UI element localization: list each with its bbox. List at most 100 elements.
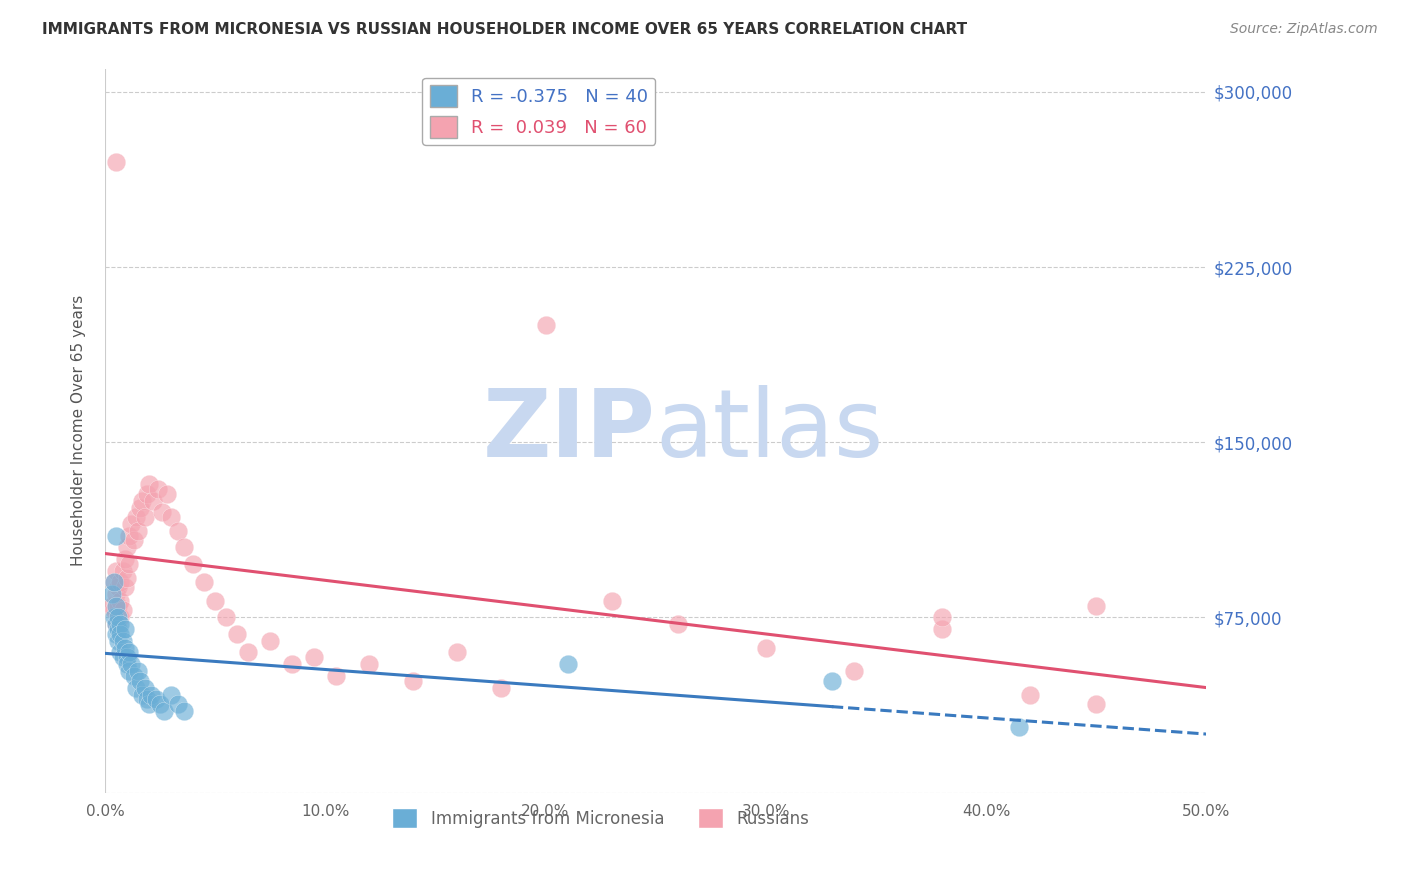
Point xyxy=(931,610,953,624)
Point xyxy=(129,500,152,515)
Point xyxy=(105,564,128,578)
Legend: Immigrants from Micronesia, Russians: Immigrants from Micronesia, Russians xyxy=(385,801,815,835)
Point xyxy=(114,552,136,566)
Point xyxy=(110,610,132,624)
Point xyxy=(105,529,128,543)
Point xyxy=(325,669,347,683)
Point xyxy=(534,318,557,333)
Point xyxy=(281,657,304,672)
Point xyxy=(134,510,156,524)
Point xyxy=(115,657,138,672)
Point xyxy=(131,688,153,702)
Point xyxy=(111,564,134,578)
Point xyxy=(755,640,778,655)
Point xyxy=(107,622,129,636)
Point xyxy=(446,646,468,660)
Point xyxy=(153,704,176,718)
Point xyxy=(160,510,183,524)
Point xyxy=(166,524,188,538)
Y-axis label: Householder Income Over 65 years: Householder Income Over 65 years xyxy=(72,295,86,566)
Point xyxy=(1085,599,1108,613)
Point xyxy=(150,505,173,519)
Point xyxy=(103,610,125,624)
Point xyxy=(105,617,128,632)
Point xyxy=(111,650,134,665)
Point xyxy=(557,657,579,672)
Point xyxy=(359,657,381,672)
Point xyxy=(125,510,148,524)
Point xyxy=(111,633,134,648)
Point xyxy=(110,594,132,608)
Point xyxy=(138,477,160,491)
Point xyxy=(842,664,865,678)
Point xyxy=(156,486,179,500)
Point xyxy=(115,541,138,555)
Point xyxy=(259,633,281,648)
Point xyxy=(600,594,623,608)
Point xyxy=(134,681,156,695)
Point xyxy=(173,704,195,718)
Point xyxy=(100,599,122,613)
Point xyxy=(149,697,172,711)
Point xyxy=(103,575,125,590)
Point xyxy=(105,599,128,613)
Point xyxy=(122,533,145,548)
Point xyxy=(173,541,195,555)
Point xyxy=(118,557,141,571)
Point xyxy=(118,664,141,678)
Point xyxy=(1019,688,1042,702)
Point xyxy=(666,617,689,632)
Point xyxy=(110,617,132,632)
Point xyxy=(115,571,138,585)
Point xyxy=(114,580,136,594)
Point xyxy=(146,482,169,496)
Point xyxy=(135,486,157,500)
Point xyxy=(115,650,138,665)
Point xyxy=(141,688,163,702)
Point xyxy=(931,622,953,636)
Point xyxy=(111,603,134,617)
Point xyxy=(1008,720,1031,734)
Point xyxy=(131,493,153,508)
Point xyxy=(118,529,141,543)
Point xyxy=(204,594,226,608)
Point xyxy=(105,587,128,601)
Point xyxy=(110,627,132,641)
Point xyxy=(107,580,129,594)
Point xyxy=(304,650,326,665)
Point xyxy=(491,681,513,695)
Point xyxy=(118,646,141,660)
Point xyxy=(160,688,183,702)
Text: ZIP: ZIP xyxy=(482,384,655,476)
Point xyxy=(125,681,148,695)
Point xyxy=(166,697,188,711)
Point xyxy=(120,516,142,531)
Point xyxy=(114,640,136,655)
Point xyxy=(135,692,157,706)
Point xyxy=(107,599,129,613)
Point xyxy=(127,664,149,678)
Point xyxy=(129,673,152,688)
Point xyxy=(103,575,125,590)
Point xyxy=(193,575,215,590)
Text: Source: ZipAtlas.com: Source: ZipAtlas.com xyxy=(1230,22,1378,37)
Point xyxy=(107,633,129,648)
Point xyxy=(127,524,149,538)
Point xyxy=(122,669,145,683)
Point xyxy=(142,493,165,508)
Point xyxy=(145,692,167,706)
Point xyxy=(110,646,132,660)
Point xyxy=(107,610,129,624)
Point xyxy=(821,673,844,688)
Point xyxy=(105,155,128,169)
Text: IMMIGRANTS FROM MICRONESIA VS RUSSIAN HOUSEHOLDER INCOME OVER 65 YEARS CORRELATI: IMMIGRANTS FROM MICRONESIA VS RUSSIAN HO… xyxy=(42,22,967,37)
Point xyxy=(110,575,132,590)
Point xyxy=(1085,697,1108,711)
Point xyxy=(226,627,249,641)
Point xyxy=(105,617,128,632)
Point xyxy=(238,646,260,660)
Point xyxy=(138,697,160,711)
Point xyxy=(103,603,125,617)
Point xyxy=(100,587,122,601)
Text: atlas: atlas xyxy=(655,384,884,476)
